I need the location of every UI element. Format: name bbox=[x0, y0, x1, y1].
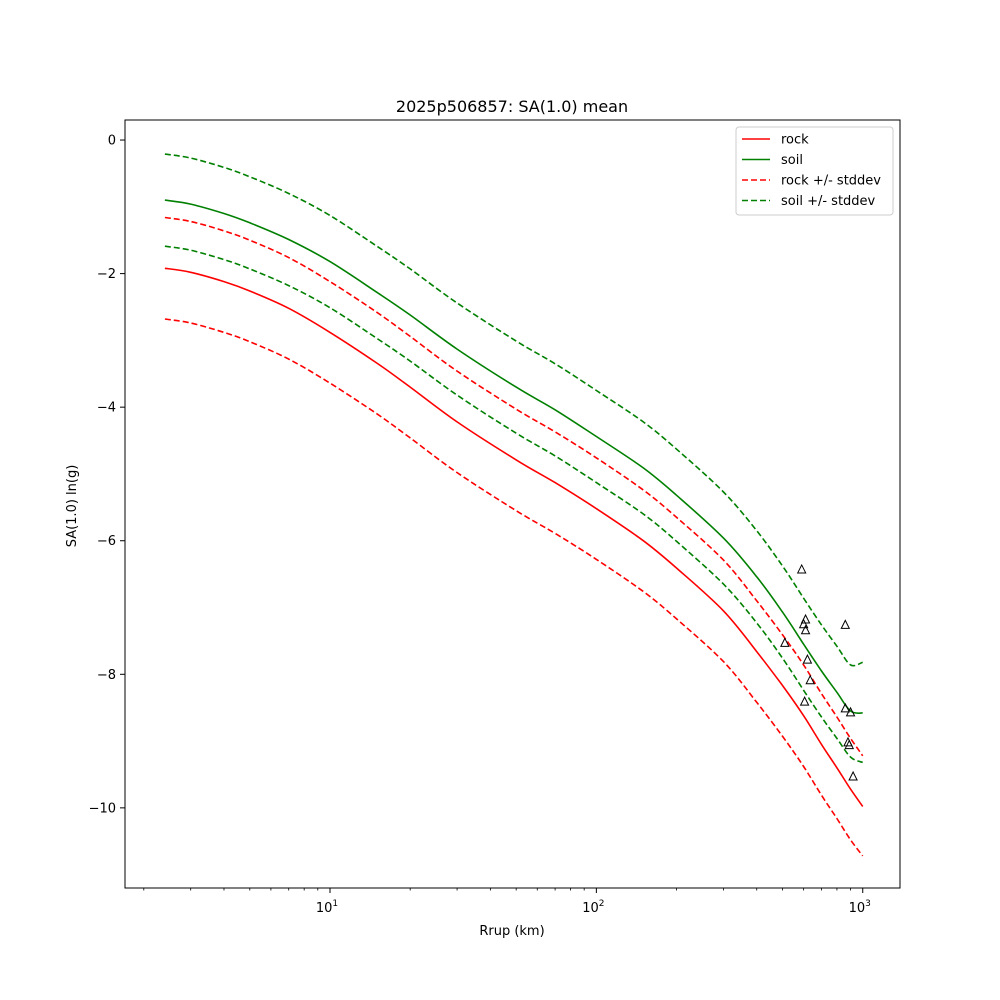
x-axis-label: Rrup (km) bbox=[479, 924, 544, 939]
observation-point bbox=[848, 770, 858, 781]
observation-point bbox=[800, 613, 811, 624]
x-tick-label: 103 bbox=[849, 899, 871, 916]
observation-point bbox=[798, 618, 809, 629]
legend-label: soil +/- stddev bbox=[781, 194, 876, 209]
legend-label: rock +/- stddev bbox=[781, 174, 881, 189]
x-tick-label: 102 bbox=[582, 899, 604, 916]
observation-point bbox=[802, 653, 813, 664]
y-tick-label: −2 bbox=[97, 267, 116, 282]
observations-layer bbox=[780, 563, 858, 781]
observation-point bbox=[799, 696, 810, 706]
observation-point bbox=[796, 563, 807, 574]
observation-point bbox=[800, 624, 811, 635]
y-tick-label: −6 bbox=[97, 534, 116, 549]
observation-point bbox=[843, 736, 853, 747]
y-tick-label: −4 bbox=[97, 401, 116, 416]
series-line-3 bbox=[164, 318, 864, 857]
series-layer bbox=[164, 153, 864, 857]
observation-point bbox=[844, 739, 855, 750]
y-tick-label: −8 bbox=[97, 668, 116, 683]
legend: rock soil rock +/- stddev soil +/- stddev bbox=[735, 126, 894, 216]
y-axis-label: SA(1.0) ln(g) bbox=[65, 465, 80, 548]
observation-point bbox=[840, 619, 851, 629]
legend-box bbox=[735, 126, 894, 216]
observation-point bbox=[780, 637, 790, 647]
plot-frame bbox=[124, 119, 901, 889]
series-line-5 bbox=[164, 245, 863, 764]
legend-label: rock bbox=[781, 133, 809, 148]
axis-ticks: 0 −2 −4 −6 −8 −10 101 102 103 bbox=[89, 134, 871, 916]
x-tick-label: 101 bbox=[316, 899, 338, 916]
legend-label: soil bbox=[781, 153, 803, 168]
observation-point bbox=[805, 674, 816, 685]
y-tick-label: −10 bbox=[89, 801, 116, 816]
series-line-0 bbox=[164, 267, 864, 807]
series-line-1 bbox=[164, 199, 863, 714]
observation-point bbox=[845, 706, 856, 717]
series-line-2 bbox=[164, 216, 864, 757]
chart-title: 2025p506857: SA(1.0) mean bbox=[396, 97, 628, 116]
series-line-4 bbox=[164, 153, 863, 667]
observation-point bbox=[840, 702, 851, 713]
y-tick-label: 0 bbox=[108, 134, 116, 149]
